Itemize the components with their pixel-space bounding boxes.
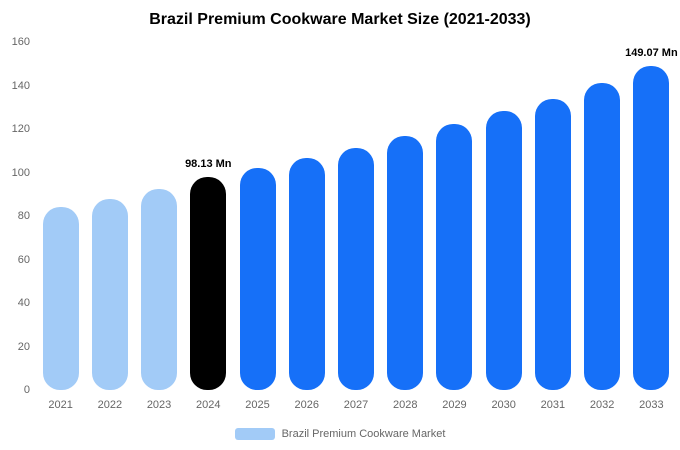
y-axis-tick-label: 40 — [17, 297, 30, 309]
bar-2032 — [584, 83, 621, 390]
bar-2028 — [387, 135, 424, 390]
bar-2021 — [42, 207, 79, 390]
legend-swatch — [234, 428, 275, 440]
bar-value-label: 149.07 Mn — [625, 46, 678, 59]
x-axis-tick-label: 2028 — [392, 399, 418, 411]
chart-legend: Brazil Premium Cookware Market — [0, 428, 680, 440]
x-axis-tick-label: 2032 — [589, 399, 615, 411]
y-axis-tick-label: 20 — [17, 340, 30, 353]
bar-2030 — [485, 110, 522, 390]
x-axis-tick-label: 2029 — [442, 399, 467, 411]
y-axis-tick-label: 160 — [11, 36, 30, 48]
bar-value-label: 98.13 Mn — [185, 157, 232, 170]
x-axis-tick-label: 2024 — [196, 399, 221, 411]
bar-2024 — [190, 176, 227, 390]
y-axis-tick-label: 100 — [11, 166, 30, 179]
y-axis-tick-label: 0 — [23, 384, 30, 396]
x-axis-tick-label: 2031 — [540, 399, 566, 411]
bar-2033 — [633, 65, 670, 390]
x-axis-tick-label: 2023 — [146, 399, 172, 411]
legend-label: Brazil Premium Cookware Market — [281, 428, 446, 440]
x-axis-tick-label: 2026 — [294, 399, 319, 411]
bar-2026 — [288, 158, 325, 390]
bar-2029 — [436, 123, 473, 390]
x-axis-tick-label: 2022 — [97, 399, 123, 411]
x-axis-tick-label: 2030 — [491, 399, 516, 411]
y-axis-tick-label: 120 — [11, 123, 30, 135]
bar-2023 — [141, 188, 178, 390]
x-axis-tick-label: 2021 — [48, 399, 73, 411]
x-axis-tick-label: 2033 — [639, 399, 664, 411]
y-axis-tick-label: 60 — [17, 253, 30, 266]
bar-2027 — [338, 147, 374, 390]
y-axis-tick-label: 80 — [17, 210, 30, 222]
bar-2025 — [239, 168, 276, 390]
bar-2031 — [534, 98, 571, 390]
chart-title: Brazil Premium Cookware Market Size (202… — [149, 11, 531, 28]
bar-2022 — [91, 198, 128, 390]
x-axis-tick-label: 2025 — [245, 399, 270, 411]
y-axis-tick-label: 140 — [11, 79, 30, 92]
x-axis-tick-label: 2027 — [343, 399, 369, 411]
